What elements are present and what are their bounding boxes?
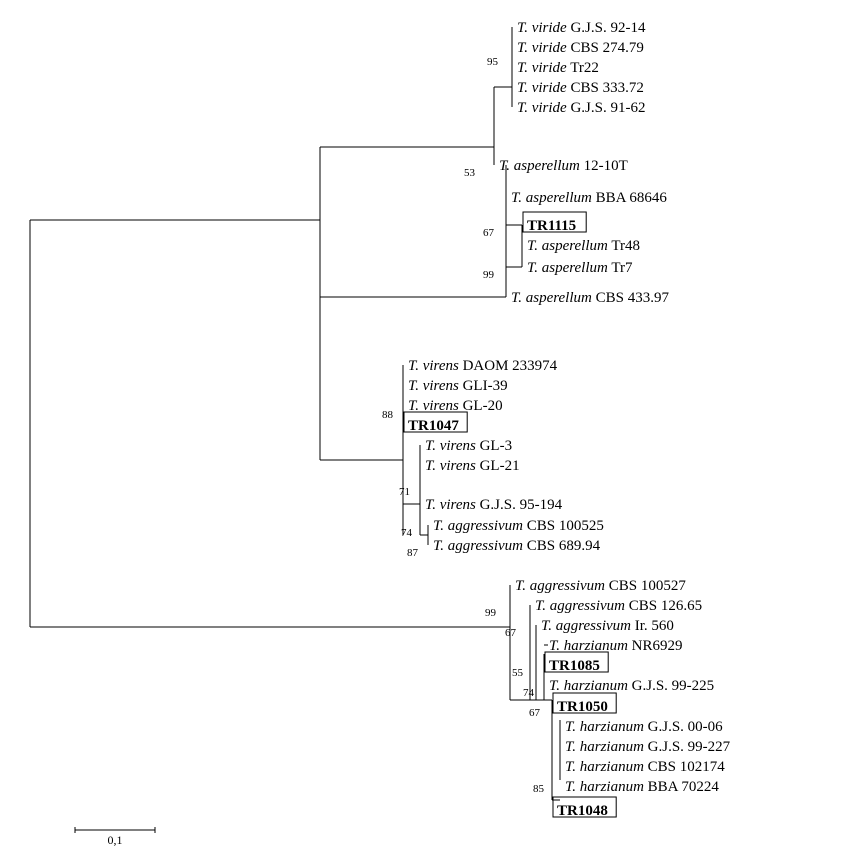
leaf-L3: T. viride Tr22 — [517, 60, 599, 76]
leaf-L11: T. asperellum CBS 433.97 — [511, 290, 669, 306]
leaf-label: T. harzianum G.J.S. 99-227 — [565, 739, 731, 755]
support-value: 88 — [382, 409, 394, 421]
leaf-L10: T. asperellum Tr7 — [527, 260, 633, 276]
leaf-label: T. virens DAOM 233974 — [408, 358, 558, 374]
leaf-label: T. viride CBS 333.72 — [517, 80, 644, 96]
support-value: 85 — [533, 783, 545, 795]
support-value: 67 — [529, 707, 541, 719]
leaf-label: T. asperellum Tr48 — [527, 238, 640, 254]
leaf-L18: T. virens G.J.S. 95-194 — [425, 497, 563, 513]
leaves: T. viride G.J.S. 92-14 T. viride CBS 274.… — [404, 20, 731, 819]
leaf-label: T. aggressivum CBS 100525 — [433, 518, 604, 534]
leaf-label: T. asperellum CBS 433.97 — [511, 290, 669, 306]
leaf-label: T. aggressivum CBS 100527 — [515, 578, 686, 594]
support-value: 71 — [399, 486, 410, 498]
support-value: 67 — [505, 627, 517, 639]
leaf-TR1048: TR1048 — [553, 797, 616, 819]
leaf-TR1050: TR1050 — [553, 693, 616, 715]
phylogenetic-tree: T. viride G.J.S. 92-14 T. viride CBS 274.… — [0, 0, 841, 864]
leaf-label: T. viride G.J.S. 91-62 — [517, 100, 645, 116]
leaf-L13: T. virens GLI-39 — [408, 378, 508, 394]
leaf-L23: T. aggressivum Ir. 560 — [541, 618, 674, 634]
support-value: 55 — [512, 667, 524, 679]
scale-label: 0,1 — [108, 833, 123, 847]
leaf-label: T. viride G.J.S. 92-14 — [517, 20, 646, 36]
leaf-label: T. viride Tr22 — [517, 60, 599, 76]
support-value: 67 — [483, 227, 495, 239]
support-value: 95 — [487, 56, 499, 68]
leaf-L19: T. aggressivum CBS 100525 — [433, 518, 604, 534]
leaf-label: T. harzianum BBA 70224 — [565, 779, 719, 795]
leaf-label: T. aggressivum CBS 126.65 — [535, 598, 702, 614]
leaf-label: T. virens GL-21 — [425, 458, 520, 474]
leaf-label: T. aggressivum CBS 689.94 — [433, 538, 601, 554]
leaf-TR1047: TR1047 — [404, 412, 467, 434]
support-value: 99 — [485, 607, 497, 619]
leaf-L1: T. viride G.J.S. 92-14 — [517, 20, 646, 36]
leaf-label: T. asperellum Tr7 — [527, 260, 633, 276]
leaf-label: T. harzianum G.J.S. 99-225 — [549, 678, 714, 694]
leaf-label: T. asperellum 12-10T — [499, 158, 628, 174]
leaf-label: T. virens GL-3 — [425, 438, 512, 454]
leaf-L22: T. aggressivum CBS 126.65 — [535, 598, 702, 614]
support-value: 99 — [483, 269, 495, 281]
leaf-TR1085: TR1085 — [545, 652, 608, 674]
leaf-L20: T. aggressivum CBS 689.94 — [433, 538, 601, 554]
leaf-L30: T. harzianum CBS 102174 — [565, 759, 725, 775]
leaf-L6: T. asperellum 12-10T — [499, 158, 628, 174]
leaf-label: T. virens GLI-39 — [408, 378, 508, 394]
support-value: 53 — [464, 167, 476, 179]
support-value: 74 — [401, 527, 413, 539]
leaf-label: T. aggressivum Ir. 560 — [541, 618, 674, 634]
leaf-L31: T. harzianum BBA 70224 — [565, 779, 719, 795]
leaf-L9: T. asperellum Tr48 — [527, 238, 640, 254]
leaf-L29: T. harzianum G.J.S. 99-227 — [565, 739, 731, 755]
leaf-label: T. viride CBS 274.79 — [517, 40, 644, 56]
leaf-label: T. harzianum G.J.S. 00-06 — [565, 719, 723, 735]
leaf-L16: T. virens GL-3 — [425, 438, 512, 454]
support-value: 87 — [407, 547, 419, 559]
support-value: 74 — [523, 687, 535, 699]
leaf-L4: T. viride CBS 333.72 — [517, 80, 644, 96]
leaf-L5: T. viride G.J.S. 91-62 — [517, 100, 645, 116]
leaf-L7: T. asperellum BBA 68646 — [511, 190, 667, 206]
leaf-L21: T. aggressivum CBS 100527 — [515, 578, 686, 594]
leaf-L2: T. viride CBS 274.79 — [517, 40, 644, 56]
leaf-label: T. asperellum BBA 68646 — [511, 190, 667, 206]
leaf-L26: T. harzianum G.J.S. 99-225 — [549, 678, 714, 694]
leaf-L17: T. virens GL-21 — [425, 458, 520, 474]
leaf-L12: T. virens DAOM 233974 — [408, 358, 558, 374]
leaf-label: T. virens G.J.S. 95-194 — [425, 497, 563, 513]
scale-bar: 0,1 — [75, 827, 155, 847]
leaf-label: T. harzianum CBS 102174 — [565, 759, 725, 775]
leaf-TR1115: TR1115 — [523, 212, 586, 234]
leaf-L28: T. harzianum G.J.S. 00-06 — [565, 719, 723, 735]
